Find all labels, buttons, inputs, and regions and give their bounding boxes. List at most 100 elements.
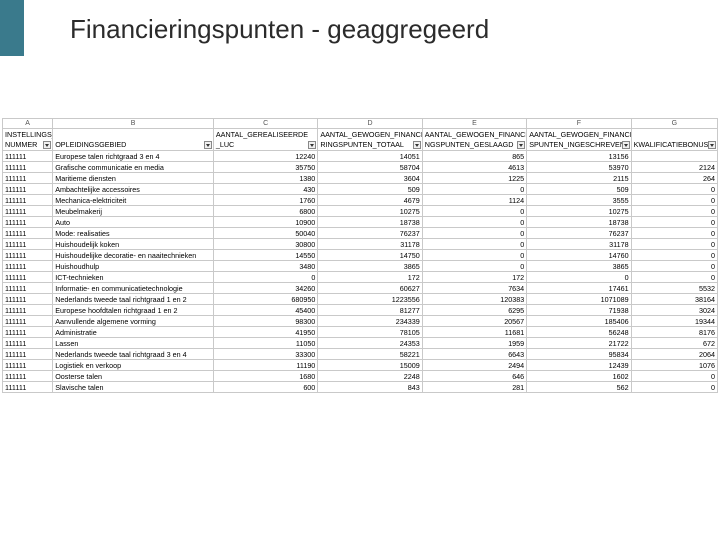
cell-geslaagd[interactable]: 20567 [422,316,526,327]
cell-ingeschreven[interactable]: 53970 [527,162,631,173]
cell-kwalificatiebonus[interactable] [631,151,717,162]
filter-dropdown-icon[interactable] [308,141,316,149]
cell-geslaagd[interactable]: 0 [422,239,526,250]
cell-kwalificatiebonus[interactable]: 5532 [631,283,717,294]
cell-luc[interactable]: 1680 [213,371,317,382]
cell-totaal[interactable]: 58704 [318,162,422,173]
cell-opleidingsgebied[interactable]: Mechanica-elektriciteit [53,195,214,206]
cell-luc[interactable]: 50040 [213,228,317,239]
col-letter[interactable]: E [422,119,526,129]
cell-kwalificatiebonus[interactable]: 0 [631,228,717,239]
hdr-d2[interactable]: RINGSPUNTEN_TOTAAL [318,140,422,151]
cell-instellingsnummer[interactable]: 111111 [3,294,53,305]
cell-instellingsnummer[interactable]: 111111 [3,173,53,184]
cell-instellingsnummer[interactable]: 111111 [3,272,53,283]
cell-geslaagd[interactable]: 0 [422,206,526,217]
hdr-f2[interactable]: SPUNTEN_INGESCHREVEN [527,140,631,151]
cell-opleidingsgebied[interactable]: Informatie- en communicatietechnologie [53,283,214,294]
col-letter[interactable]: C [213,119,317,129]
cell-kwalificatiebonus[interactable]: 264 [631,173,717,184]
cell-luc[interactable]: 41950 [213,327,317,338]
cell-luc[interactable]: 30800 [213,239,317,250]
cell-geslaagd[interactable]: 281 [422,382,526,393]
col-letter[interactable]: A [3,119,53,129]
cell-totaal[interactable]: 18738 [318,217,422,228]
cell-ingeschreven[interactable]: 12439 [527,360,631,371]
cell-opleidingsgebied[interactable]: ICT-technieken [53,272,214,283]
cell-instellingsnummer[interactable]: 111111 [3,239,53,250]
cell-ingeschreven[interactable]: 31178 [527,239,631,250]
cell-geslaagd[interactable]: 172 [422,272,526,283]
hdr-g2[interactable]: KWALIFICATIEBONUS [631,140,717,151]
cell-luc[interactable]: 0 [213,272,317,283]
cell-luc[interactable]: 1760 [213,195,317,206]
cell-totaal[interactable]: 1223556 [318,294,422,305]
cell-ingeschreven[interactable]: 1071089 [527,294,631,305]
cell-luc[interactable]: 6800 [213,206,317,217]
cell-kwalificatiebonus[interactable]: 19344 [631,316,717,327]
cell-ingeschreven[interactable]: 2115 [527,173,631,184]
cell-ingeschreven[interactable]: 3555 [527,195,631,206]
cell-instellingsnummer[interactable]: 111111 [3,151,53,162]
cell-ingeschreven[interactable]: 10275 [527,206,631,217]
cell-ingeschreven[interactable]: 95834 [527,349,631,360]
cell-opleidingsgebied[interactable]: Logistiek en verkoop [53,360,214,371]
cell-opleidingsgebied[interactable]: Aanvullende algemene vorming [53,316,214,327]
cell-opleidingsgebied[interactable]: Grafische communicatie en media [53,162,214,173]
cell-totaal[interactable]: 3604 [318,173,422,184]
cell-ingeschreven[interactable]: 17461 [527,283,631,294]
cell-instellingsnummer[interactable]: 111111 [3,162,53,173]
cell-luc[interactable]: 3480 [213,261,317,272]
cell-geslaagd[interactable]: 646 [422,371,526,382]
cell-totaal[interactable]: 15009 [318,360,422,371]
cell-totaal[interactable]: 60627 [318,283,422,294]
cell-geslaagd[interactable]: 1225 [422,173,526,184]
cell-geslaagd[interactable]: 0 [422,261,526,272]
cell-totaal[interactable]: 78105 [318,327,422,338]
cell-ingeschreven[interactable]: 562 [527,382,631,393]
cell-ingeschreven[interactable]: 14760 [527,250,631,261]
cell-ingeschreven[interactable]: 71938 [527,305,631,316]
cell-geslaagd[interactable]: 0 [422,228,526,239]
hdr-a2[interactable]: NUMMER [3,140,53,151]
filter-dropdown-icon[interactable] [708,141,716,149]
cell-luc[interactable]: 680950 [213,294,317,305]
cell-totaal[interactable]: 76237 [318,228,422,239]
cell-ingeschreven[interactable]: 509 [527,184,631,195]
cell-luc[interactable]: 12240 [213,151,317,162]
filter-dropdown-icon[interactable] [622,141,630,149]
cell-luc[interactable]: 10900 [213,217,317,228]
cell-kwalificatiebonus[interactable]: 0 [631,184,717,195]
cell-luc[interactable]: 1380 [213,173,317,184]
cell-instellingsnummer[interactable]: 111111 [3,327,53,338]
cell-geslaagd[interactable]: 7634 [422,283,526,294]
cell-totaal[interactable]: 58221 [318,349,422,360]
cell-geslaagd[interactable]: 2494 [422,360,526,371]
cell-kwalificatiebonus[interactable]: 0 [631,239,717,250]
cell-geslaagd[interactable]: 865 [422,151,526,162]
cell-kwalificatiebonus[interactable]: 8176 [631,327,717,338]
cell-opleidingsgebied[interactable]: Oosterse talen [53,371,214,382]
hdr-e2[interactable]: NGSPUNTEN_GESLAAGD [422,140,526,151]
cell-instellingsnummer[interactable]: 111111 [3,305,53,316]
cell-totaal[interactable]: 14051 [318,151,422,162]
filter-dropdown-icon[interactable] [43,141,51,149]
cell-opleidingsgebied[interactable]: Nederlands tweede taal richtgraad 3 en 4 [53,349,214,360]
cell-totaal[interactable]: 172 [318,272,422,283]
cell-opleidingsgebied[interactable]: Slavische talen [53,382,214,393]
cell-luc[interactable]: 45400 [213,305,317,316]
cell-ingeschreven[interactable]: 76237 [527,228,631,239]
cell-opleidingsgebied[interactable]: Meubelmakerij [53,206,214,217]
cell-luc[interactable]: 14550 [213,250,317,261]
cell-geslaagd[interactable]: 1959 [422,338,526,349]
cell-luc[interactable]: 11050 [213,338,317,349]
cell-ingeschreven[interactable]: 3865 [527,261,631,272]
cell-totaal[interactable]: 843 [318,382,422,393]
cell-geslaagd[interactable]: 6643 [422,349,526,360]
cell-kwalificatiebonus[interactable]: 0 [631,382,717,393]
cell-ingeschreven[interactable]: 1602 [527,371,631,382]
cell-instellingsnummer[interactable]: 111111 [3,349,53,360]
cell-totaal[interactable]: 234339 [318,316,422,327]
filter-dropdown-icon[interactable] [517,141,525,149]
cell-kwalificatiebonus[interactable]: 0 [631,217,717,228]
